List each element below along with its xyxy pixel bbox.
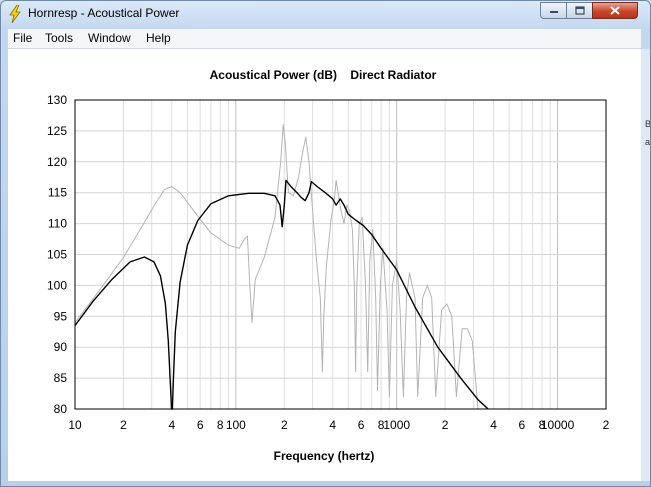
x-tick-label: 4 bbox=[329, 418, 336, 432]
title-bar[interactable]: Hornresp - Acoustical Power bbox=[1, 1, 650, 28]
y-tick-label: 130 bbox=[47, 93, 67, 107]
minimize-button[interactable] bbox=[540, 2, 567, 19]
series-line-black bbox=[74, 179, 489, 410]
x-tick-label: 6 bbox=[358, 418, 365, 432]
x-tick-label: 2 bbox=[442, 418, 449, 432]
y-tick-label: 100 bbox=[47, 278, 67, 292]
y-tick-label: 80 bbox=[54, 402, 68, 416]
close-button[interactable] bbox=[592, 2, 638, 19]
menu-tools[interactable]: Tools bbox=[45, 31, 74, 45]
menu-help[interactable]: Help bbox=[146, 31, 171, 45]
maximize-button[interactable] bbox=[566, 2, 593, 19]
x-tick-label: 8 bbox=[378, 418, 385, 432]
y-tick-label: 105 bbox=[47, 248, 67, 262]
x-tick-label: 2 bbox=[281, 418, 288, 432]
menu-file[interactable]: File bbox=[13, 31, 33, 45]
chart-title: Acoustical Power (dB) Direct Radiator bbox=[210, 68, 437, 82]
acoustical-power-chart: Acoustical Power (dB) Direct Radiator 80… bbox=[47, 68, 610, 463]
x-tick-label: 6 bbox=[197, 418, 204, 432]
x-tick-label: 1000 bbox=[383, 418, 410, 432]
x-tick-label: 10 bbox=[68, 418, 82, 432]
x-tick-label: 4 bbox=[169, 418, 176, 432]
y-tick-label: 125 bbox=[47, 124, 67, 138]
minimize-icon bbox=[549, 10, 558, 13]
y-tick-label: 85 bbox=[54, 371, 68, 385]
window-title: Hornresp - Acoustical Power bbox=[28, 6, 180, 20]
chart-area: Acoustical Power (dB) Direct Radiator 80… bbox=[8, 49, 641, 481]
x-tick-label: 8 bbox=[539, 418, 546, 432]
plot-frame bbox=[74, 99, 607, 410]
y-tick-label: 115 bbox=[48, 186, 67, 200]
background-window-edge: B a bbox=[641, 49, 651, 481]
background-glyph: a bbox=[645, 137, 651, 147]
y-tick-label: 95 bbox=[54, 309, 68, 323]
maximize-icon bbox=[574, 6, 585, 15]
grid bbox=[75, 100, 606, 409]
x-tick-label: 10000 bbox=[541, 418, 575, 432]
background-glyph: B bbox=[645, 119, 651, 129]
close-icon bbox=[610, 6, 620, 15]
x-tick-label: 6 bbox=[519, 418, 526, 432]
x-tick-label: 100 bbox=[226, 418, 246, 432]
series-line-gray bbox=[74, 124, 479, 410]
x-tick-label: 2 bbox=[603, 418, 610, 432]
y-tick-label: 110 bbox=[48, 217, 67, 231]
series bbox=[74, 124, 489, 410]
x-axis-label: Frequency (hertz) bbox=[274, 449, 375, 463]
x-tick-label: 8 bbox=[217, 418, 224, 432]
x-tick-label: 2 bbox=[120, 418, 127, 432]
menu-window[interactable]: Window bbox=[88, 31, 131, 45]
y-tick-label: 90 bbox=[54, 340, 68, 354]
y-tick-label: 120 bbox=[47, 155, 67, 169]
lightning-bolt-icon bbox=[9, 5, 21, 23]
menu-bar: File Tools Window Help bbox=[8, 29, 641, 49]
x-tick-label: 4 bbox=[490, 418, 497, 432]
